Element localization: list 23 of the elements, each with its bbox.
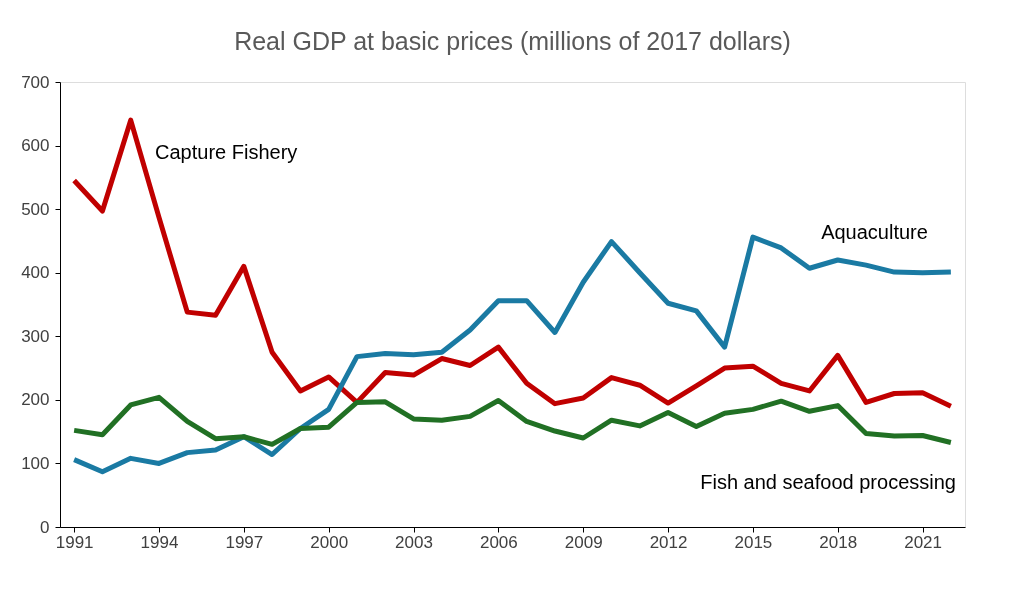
x-tick-label: 2018 [819, 532, 858, 552]
x-tick-label: 2006 [479, 532, 518, 552]
series-label: Capture Fishery [155, 141, 298, 164]
y-tick-label: 600 [21, 136, 50, 156]
x-tick-label: 1997 [225, 532, 264, 552]
chart-title: Real GDP at basic prices (millions of 2017 dollars) [234, 27, 791, 55]
y-tick-label: 700 [21, 72, 50, 92]
x-tick-label: 2021 [904, 532, 942, 552]
series-label: Aquaculture [821, 221, 928, 244]
y-tick-label: 500 [21, 199, 50, 219]
x-tick-label: 2009 [564, 532, 603, 552]
x-tick-label: 2003 [395, 532, 433, 552]
y-tick-label: 200 [21, 390, 50, 410]
y-tick-label: 400 [21, 263, 50, 283]
y-tick-label: 100 [21, 453, 50, 473]
y-tick-label: 0 [40, 517, 50, 537]
y-tick-label: 300 [21, 326, 50, 346]
series-label: Fish and seafood processing [700, 470, 956, 493]
x-tick-label: 1994 [140, 532, 179, 552]
x-tick-label: 2000 [310, 532, 349, 552]
x-tick-label: 1991 [55, 532, 94, 552]
x-tick-label: 2012 [649, 532, 688, 552]
x-tick-label: 2015 [734, 532, 773, 552]
